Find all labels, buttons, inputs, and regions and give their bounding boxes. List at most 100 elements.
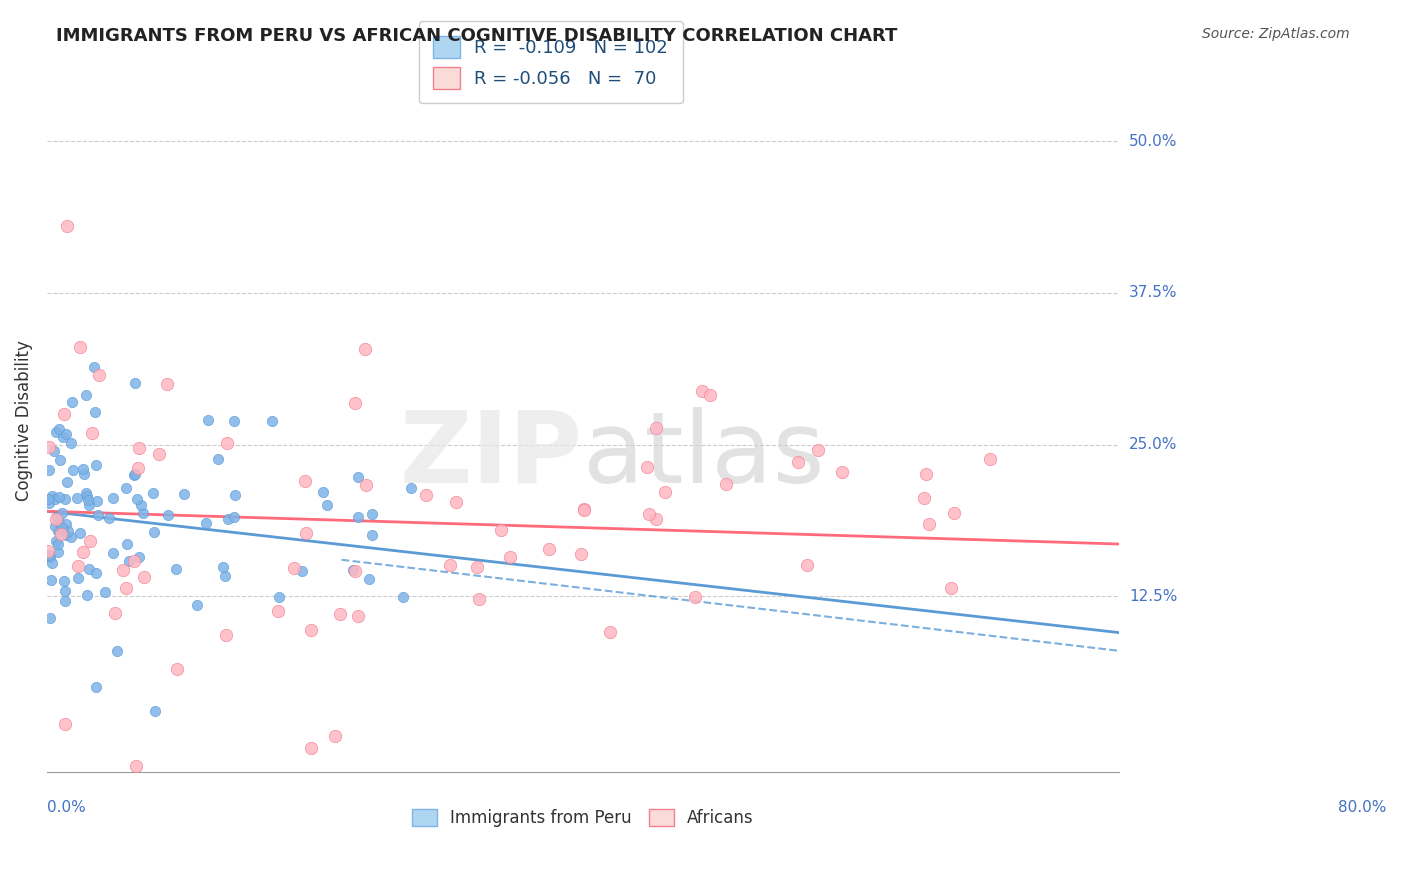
Point: [197, 413, 219, 427]
Point: [343, 396, 366, 410]
Point: [53, 716, 76, 731]
Point: [48, 515, 70, 529]
Point: [53, 492, 76, 507]
Point: [489, 523, 512, 537]
Text: 50.0%: 50.0%: [1129, 134, 1178, 149]
Point: [399, 481, 422, 495]
Point: [498, 550, 520, 565]
Point: [224, 488, 246, 502]
Point: [786, 455, 808, 469]
Point: [354, 478, 377, 492]
Point: [89, 368, 111, 383]
Text: 80.0%: 80.0%: [1339, 800, 1386, 815]
Point: [60, 395, 83, 409]
Point: [347, 470, 370, 484]
Point: [44, 491, 66, 506]
Point: [831, 465, 853, 479]
Point: [55, 583, 77, 598]
Point: [299, 623, 322, 637]
Point: [53, 407, 76, 421]
Point: [45, 425, 67, 440]
Point: [311, 484, 333, 499]
Point: [52, 430, 75, 444]
Point: [392, 590, 415, 604]
Point: [127, 491, 149, 506]
Point: [77, 492, 100, 507]
Point: [347, 510, 370, 524]
Point: [222, 414, 245, 428]
Point: [714, 477, 737, 491]
Legend: Immigrants from Peru, Africans: Immigrants from Peru, Africans: [405, 803, 761, 834]
Point: [66, 571, 89, 585]
Point: [361, 527, 384, 541]
Point: [48, 490, 70, 504]
Point: [645, 421, 668, 435]
Point: [979, 451, 1001, 466]
Point: [325, 729, 347, 743]
Point: [55, 427, 77, 442]
Point: [214, 568, 236, 582]
Point: [44, 519, 66, 533]
Point: [316, 499, 339, 513]
Point: [69, 526, 91, 541]
Point: [86, 508, 108, 522]
Point: [45, 534, 67, 549]
Point: [267, 604, 290, 618]
Point: [357, 572, 380, 586]
Point: [599, 625, 621, 640]
Point: [143, 705, 166, 719]
Point: [912, 491, 935, 505]
Point: [269, 591, 291, 605]
Point: [38, 496, 60, 510]
Point: [72, 462, 94, 476]
Point: [917, 516, 939, 531]
Point: [301, 740, 323, 755]
Point: [128, 441, 150, 455]
Point: [115, 537, 138, 551]
Point: [118, 554, 141, 568]
Text: 12.5%: 12.5%: [1129, 589, 1178, 604]
Point: [125, 759, 148, 773]
Point: [37, 12, 59, 27]
Point: [38, 440, 60, 454]
Point: [48, 422, 70, 436]
Point: [72, 467, 94, 481]
Point: [101, 546, 124, 560]
Point: [915, 467, 938, 482]
Point: [939, 581, 962, 595]
Point: [104, 606, 127, 620]
Text: 25.0%: 25.0%: [1129, 437, 1178, 452]
Point: [55, 517, 77, 532]
Point: [683, 591, 706, 605]
Point: [84, 458, 107, 473]
Point: [46, 537, 69, 551]
Point: [215, 436, 238, 450]
Point: [39, 574, 62, 588]
Point: [115, 581, 138, 595]
Point: [97, 511, 120, 525]
Point: [538, 542, 561, 557]
Point: [572, 503, 595, 517]
Point: [124, 467, 146, 482]
Point: [55, 528, 77, 542]
Point: [76, 588, 98, 602]
Point: [173, 487, 195, 501]
Text: 0.0%: 0.0%: [46, 800, 86, 815]
Point: [51, 506, 73, 520]
Point: [346, 609, 368, 624]
Point: [115, 482, 138, 496]
Point: [361, 508, 384, 522]
Point: [446, 495, 468, 509]
Point: [37, 544, 59, 558]
Point: [49, 527, 72, 541]
Point: [943, 506, 966, 520]
Point: [344, 565, 367, 579]
Text: Source: ZipAtlas.com: Source: ZipAtlas.com: [1202, 27, 1350, 41]
Point: [75, 485, 97, 500]
Point: [76, 489, 98, 503]
Point: [329, 607, 352, 622]
Point: [94, 585, 117, 599]
Point: [468, 591, 491, 606]
Point: [131, 506, 153, 520]
Point: [48, 453, 70, 467]
